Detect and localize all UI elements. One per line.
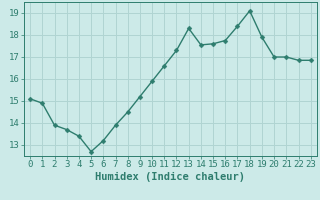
X-axis label: Humidex (Indice chaleur): Humidex (Indice chaleur) — [95, 172, 245, 182]
